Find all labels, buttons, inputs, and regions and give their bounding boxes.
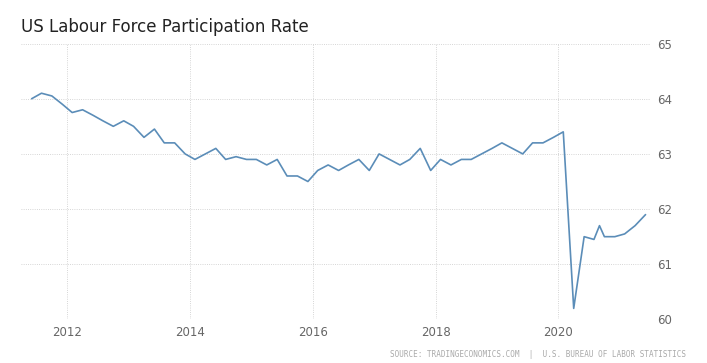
Text: US Labour Force Participation Rate: US Labour Force Participation Rate: [21, 19, 309, 36]
Text: SOURCE: TRADINGECONOMICS.COM  |  U.S. BUREAU OF LABOR STATISTICS: SOURCE: TRADINGECONOMICS.COM | U.S. BURE…: [390, 350, 686, 359]
